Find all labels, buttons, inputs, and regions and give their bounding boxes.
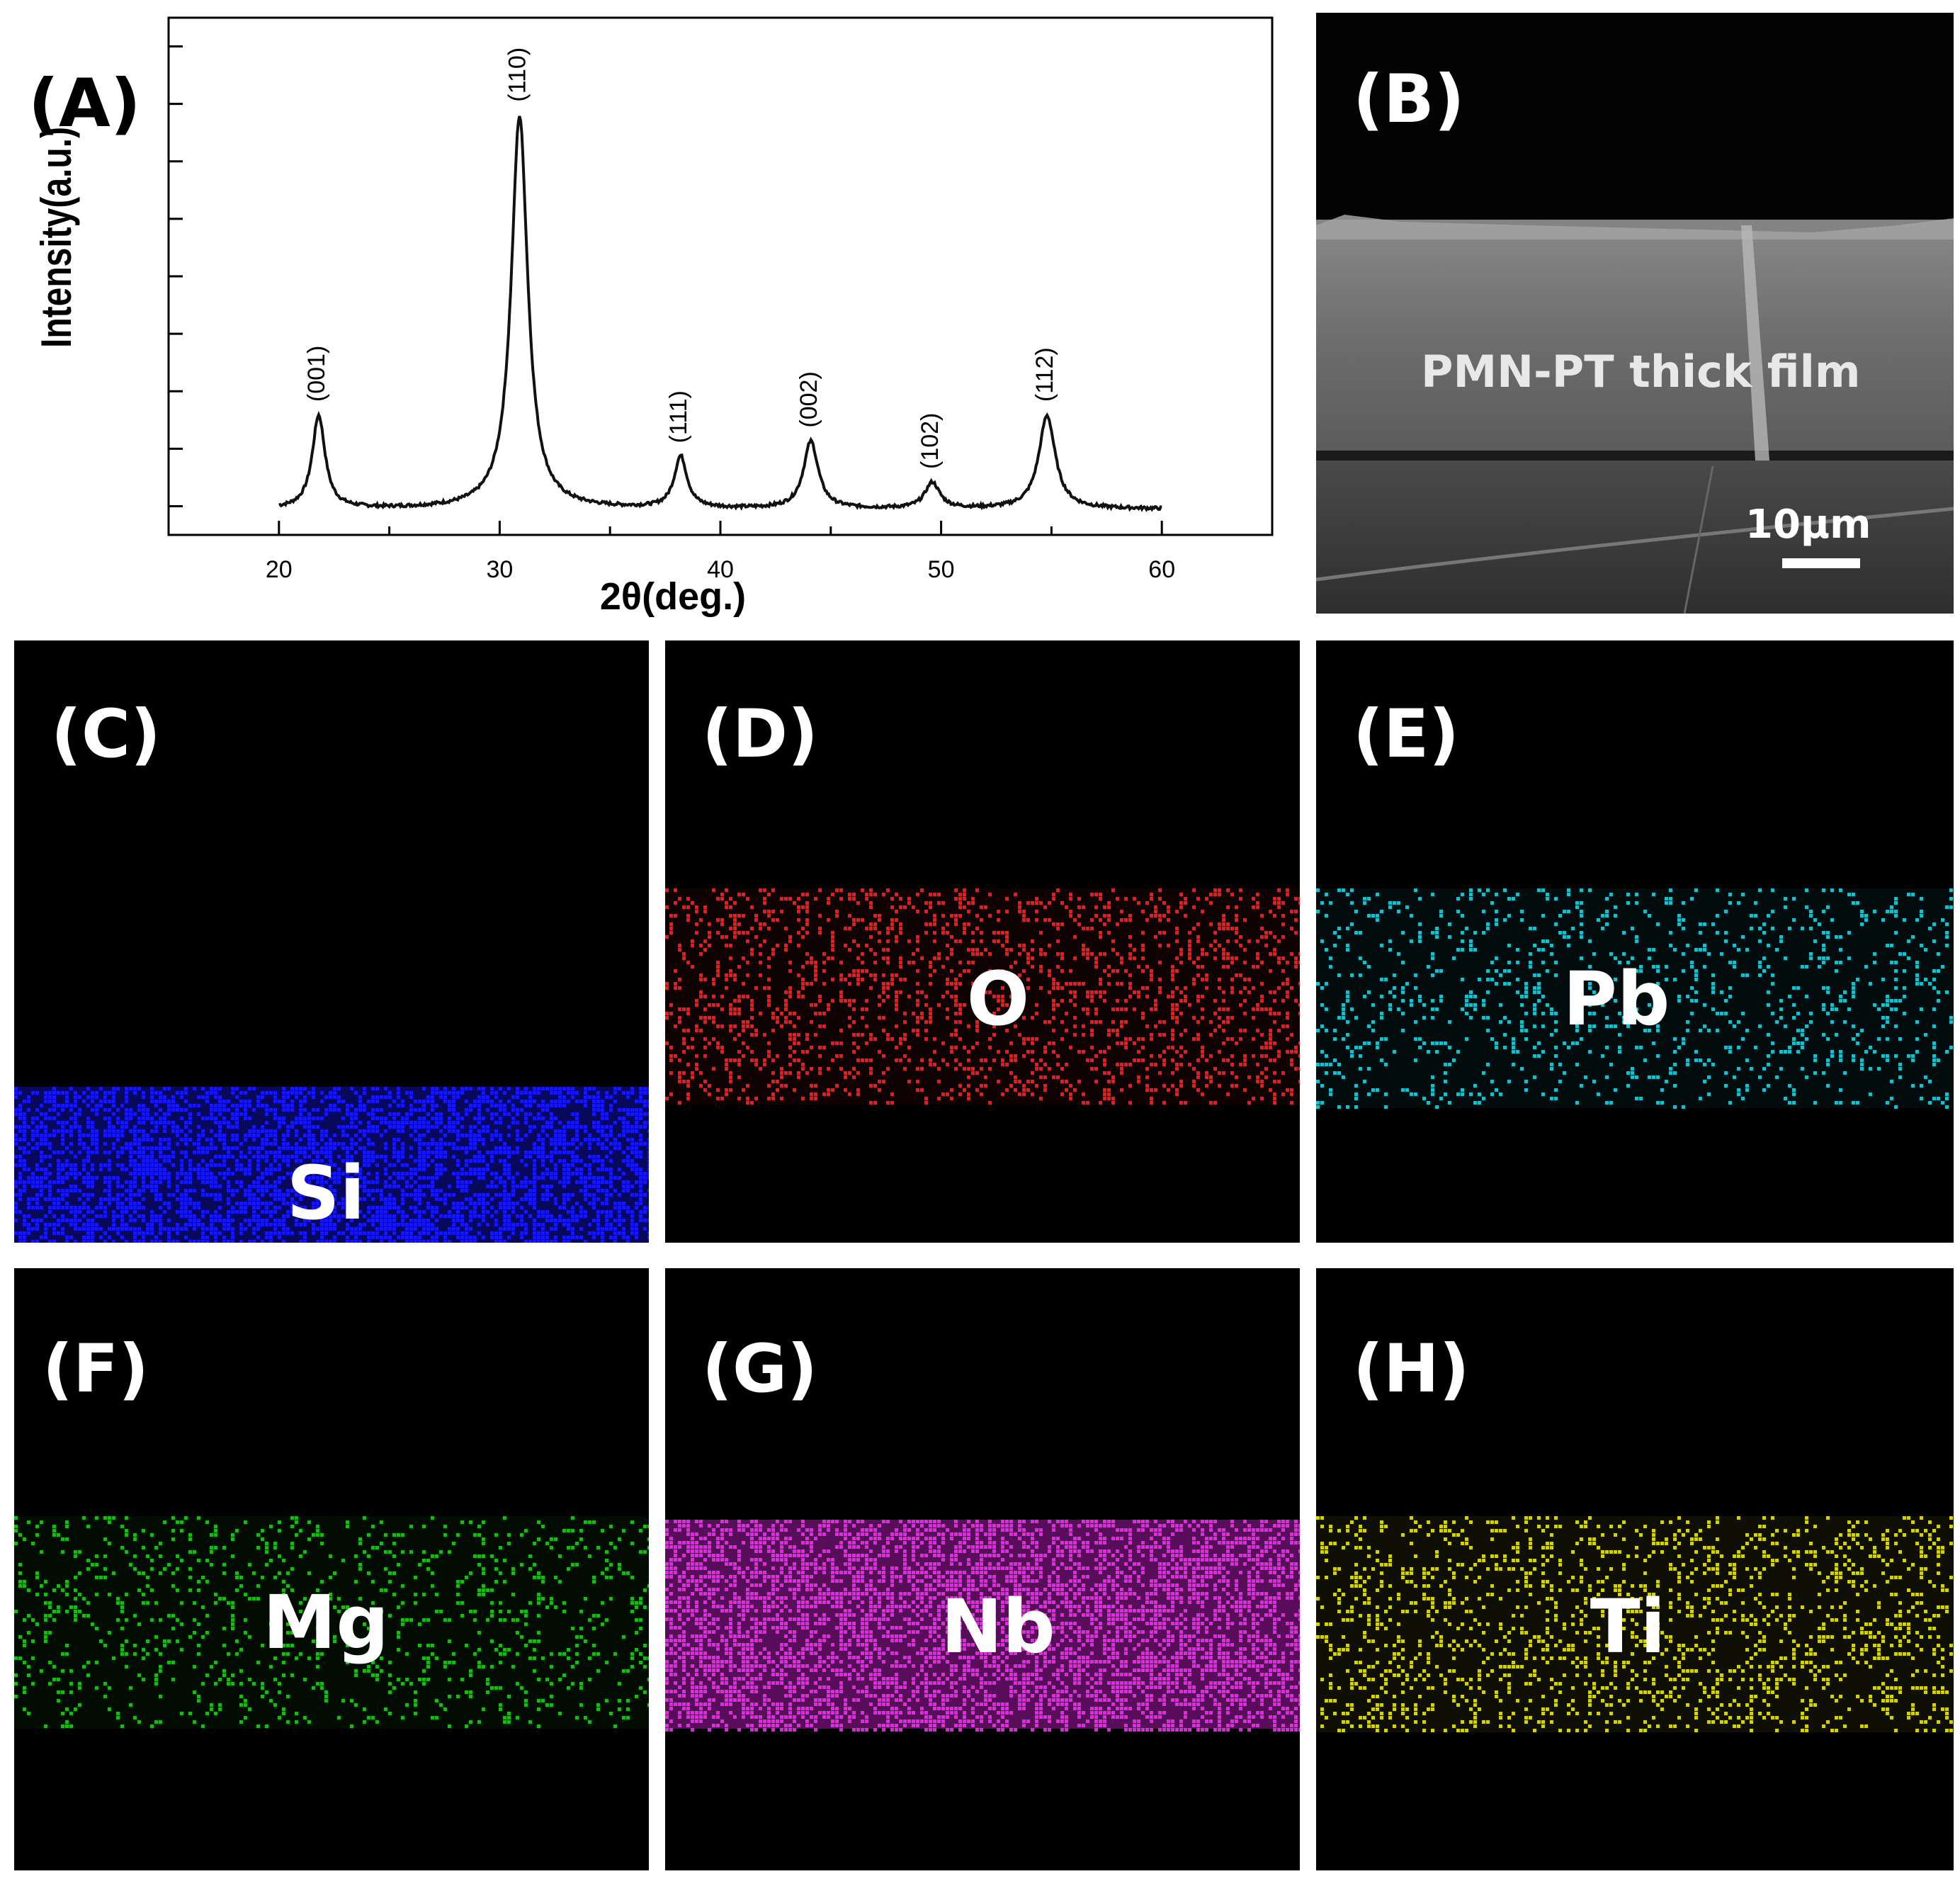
panel-letter-a: (A) [28, 65, 141, 142]
x-tick-label: 40 [707, 556, 734, 583]
x-axis-label: 2θ(deg.) [600, 575, 746, 618]
panel-a: (A) 20 30 40 50 60 (001) (110) (111) (002) (102)… [0, 0, 1289, 623]
sem-image [1316, 13, 1954, 614]
x-tick-label: 20 [266, 556, 293, 583]
peak-label: (112) [1031, 347, 1058, 402]
panel-e: (E) Pb [1316, 640, 1954, 1243]
peak-label: (001) [303, 346, 330, 402]
eds-map-pb [1316, 888, 1954, 1109]
panel-letter-d: (D) [702, 696, 818, 773]
scale-bar [1782, 558, 1860, 568]
element-label-si: Si [286, 1150, 366, 1236]
eds-map-si [14, 1087, 649, 1243]
element-label-mg: Mg [263, 1579, 389, 1666]
panel-g: (G) Nb [665, 1268, 1300, 1870]
panel-letter-e: (E) [1353, 696, 1460, 773]
scale-bar-label: 10μm [1745, 502, 1871, 548]
panel-letter-f: (F) [43, 1331, 149, 1408]
panel-f: (F) Mg [14, 1268, 649, 1870]
panel-letter-b: (B) [1353, 61, 1465, 138]
panel-d: (D) O [665, 640, 1300, 1243]
element-label-nb: Nb [941, 1583, 1055, 1670]
eds-map-nb [665, 1520, 1300, 1732]
panel-c: (C) Si [14, 640, 649, 1243]
xrd-chart: 20 30 40 50 60 (001) (110) (111) (002) (102) (112… [33, 16, 1274, 618]
xrd-series-line [278, 115, 1162, 512]
peak-label: (002) [795, 371, 822, 427]
film-label: PMN-PT thick film [1421, 346, 1861, 397]
panel-b: (B) PMN-PT thick film 10μm [1316, 13, 1954, 614]
element-label-pb: Pb [1563, 956, 1670, 1042]
panel-letter-c: (C) [51, 696, 161, 773]
x-tick-label: 50 [928, 556, 955, 583]
peak-label: (102) [917, 413, 944, 469]
x-tick-label: 60 [1148, 556, 1175, 583]
plot-frame [167, 16, 1274, 536]
eds-map-mg [14, 1516, 649, 1729]
y-axis-label: Intensity(a.u.) [33, 127, 80, 348]
peak-label: (110) [504, 47, 531, 102]
x-tick-label: 30 [486, 556, 513, 583]
eds-map-ti [1316, 1516, 1954, 1732]
eds-map-o [665, 888, 1300, 1105]
peak-label: (111) [665, 390, 692, 443]
panel-letter-h: (H) [1353, 1331, 1470, 1408]
element-label-o: O [966, 956, 1030, 1042]
panel-letter-g: (G) [702, 1331, 818, 1408]
panel-h: (H) Ti [1316, 1268, 1954, 1870]
element-label-ti: Ti [1590, 1583, 1666, 1670]
